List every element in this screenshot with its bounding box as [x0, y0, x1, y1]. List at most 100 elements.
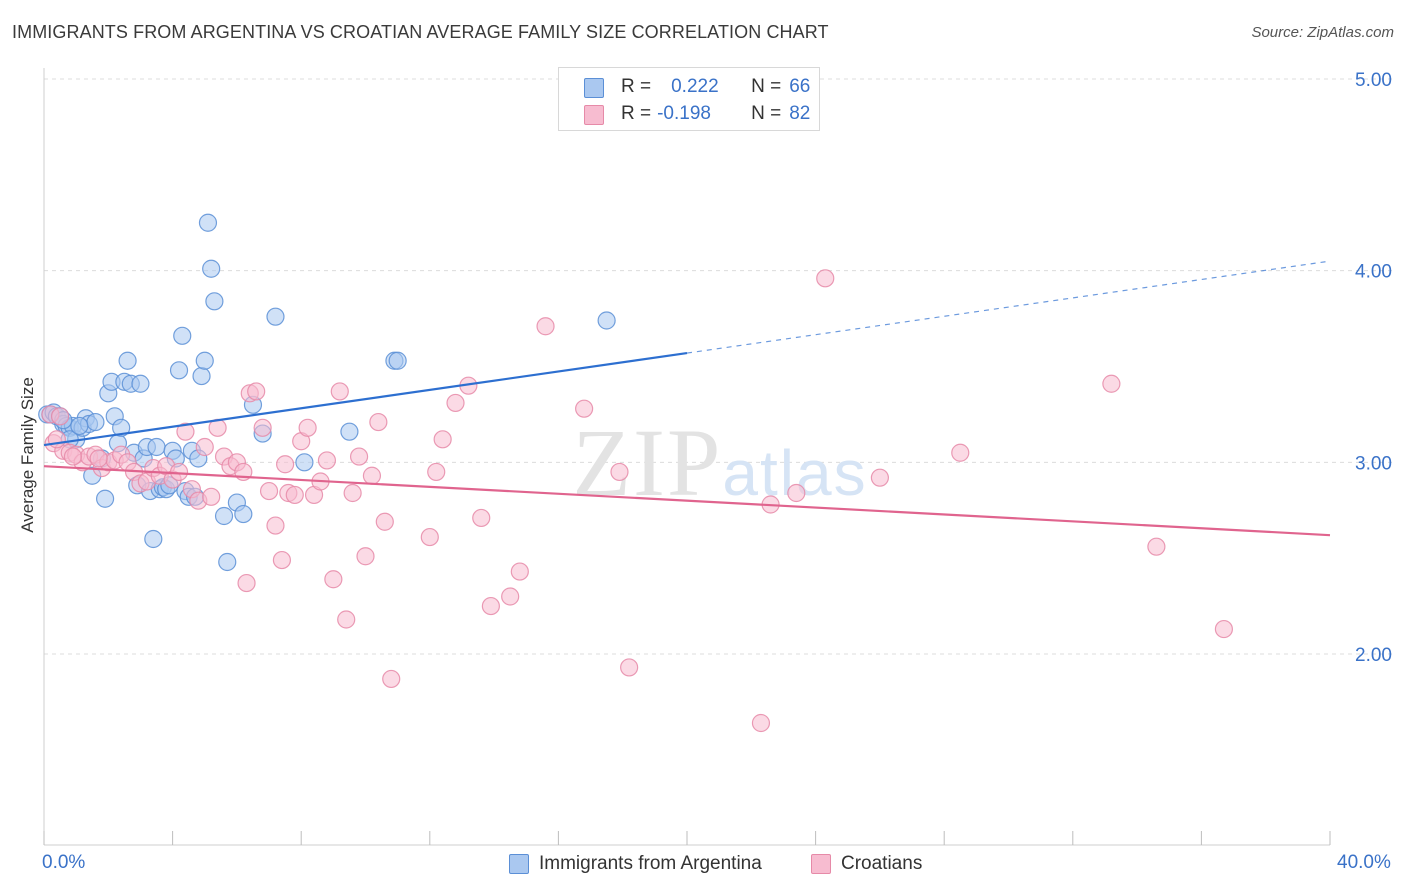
- chart-title: IMMIGRANTS FROM ARGENTINA VS CROATIAN AV…: [12, 22, 829, 42]
- legend-swatch-pink: [811, 854, 831, 874]
- data-point: [340, 422, 359, 441]
- trend-lines: [43, 260, 1331, 537]
- data-point: [317, 451, 337, 470]
- legend-row-argentina: R = 0.222 N = 66: [584, 75, 811, 99]
- legend-swatch-blue: [584, 78, 604, 98]
- data-point: [95, 489, 115, 508]
- data-point: [375, 512, 394, 531]
- watermark-zip: ZIP: [572, 409, 722, 516]
- source-label: Source: ZipAtlas.com: [1251, 24, 1394, 41]
- watermark: ZIPatlas: [572, 409, 867, 516]
- legend-r-label: R =: [621, 76, 652, 97]
- data-point: [369, 412, 388, 432]
- data-point: [382, 669, 401, 689]
- data-point: [237, 573, 256, 593]
- data-point: [266, 307, 285, 326]
- data-point: [420, 527, 439, 547]
- correlation-legend: R = 0.222 N = 66 R = -0.198 N = 82: [558, 67, 820, 131]
- data-point: [202, 259, 221, 278]
- y-tick-label: 3.00: [1355, 453, 1392, 474]
- x-tick-min: 0.0%: [42, 852, 86, 873]
- data-point: [787, 483, 806, 503]
- data-point: [169, 361, 189, 380]
- legend-swatch-pink: [584, 105, 604, 125]
- data-point: [169, 462, 189, 482]
- data-point: [276, 455, 295, 474]
- data-point: [349, 447, 369, 466]
- data-point: [131, 374, 150, 393]
- data-point: [253, 418, 272, 437]
- data-point: [536, 317, 555, 336]
- legend-row-croatians: R = -0.198 N = 82: [584, 102, 811, 126]
- data-point: [285, 485, 304, 505]
- data-point: [481, 596, 500, 616]
- data-point: [1147, 537, 1166, 556]
- trend-line-argentina: [43, 351, 688, 447]
- data-point: [173, 326, 192, 345]
- legend-item-label: Immigrants from Argentina: [539, 853, 762, 874]
- data-point: [343, 483, 362, 503]
- data-point: [433, 430, 452, 449]
- y-tick-labels: 2.00 3.00 4.00 5.00: [1355, 70, 1392, 666]
- data-point: [202, 487, 221, 506]
- data-point: [89, 449, 108, 468]
- data-point: [324, 570, 343, 589]
- legend-n-value: 82: [789, 103, 811, 124]
- data-point: [610, 462, 629, 482]
- data-point: [951, 443, 970, 462]
- trend-line-croatians: [43, 465, 1331, 537]
- data-point: [298, 418, 317, 437]
- data-point: [295, 453, 314, 472]
- data-point: [1102, 374, 1121, 393]
- data-point: [1214, 619, 1234, 639]
- trend-line-argentina-extension: [686, 260, 1331, 354]
- legend-n-value: 66: [789, 76, 811, 97]
- data-point: [234, 504, 253, 524]
- legend-item-croatians: Croatians: [811, 853, 922, 875]
- data-point: [144, 529, 163, 549]
- data-point: [446, 393, 465, 413]
- legend-n-label: N =: [751, 103, 782, 124]
- data-point: [50, 407, 70, 426]
- y-tick-label: 4.00: [1355, 262, 1392, 283]
- data-point: [218, 552, 237, 572]
- data-point: [112, 418, 131, 437]
- data-point: [330, 382, 349, 401]
- data-point: [816, 269, 835, 288]
- data-point: [63, 447, 83, 466]
- data-point: [388, 351, 407, 370]
- legend-r-label: R =: [621, 103, 652, 124]
- data-point: [362, 466, 382, 485]
- legend-n-label: N =: [751, 76, 782, 97]
- series-legend: Immigrants from Argentina Croatians: [0, 851, 1406, 879]
- legend-swatch-blue: [509, 854, 529, 874]
- data-point: [176, 422, 195, 441]
- legend-item-label: Croatians: [841, 853, 923, 874]
- data-point: [272, 550, 292, 570]
- data-point: [47, 430, 66, 449]
- data-point: [337, 610, 356, 629]
- x-tick-max: 40.0%: [1337, 852, 1391, 873]
- series-argentina-points: [38, 213, 616, 572]
- data-point: [751, 713, 771, 733]
- legend-r-value: 0.222: [671, 76, 719, 97]
- axes: [43, 68, 1331, 846]
- data-point: [118, 351, 137, 370]
- data-point: [510, 562, 529, 581]
- gridlines: [44, 78, 1392, 655]
- legend-r-value: -0.198: [657, 103, 711, 124]
- data-point: [501, 587, 520, 606]
- data-point: [870, 468, 890, 487]
- data-point: [247, 382, 266, 401]
- data-point: [205, 292, 224, 311]
- data-point: [597, 311, 616, 330]
- y-tick-label: 2.00: [1355, 645, 1392, 666]
- data-point: [214, 506, 234, 526]
- data-point: [356, 547, 375, 566]
- data-point: [427, 462, 446, 482]
- data-point: [620, 658, 639, 677]
- data-point: [70, 416, 89, 436]
- y-tick-label: 5.00: [1355, 70, 1392, 91]
- data-point: [575, 399, 594, 418]
